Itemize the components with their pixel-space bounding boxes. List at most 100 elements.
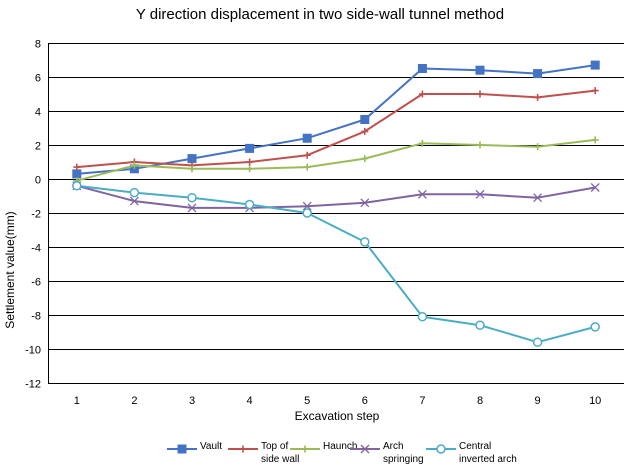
data-point-top-of-side-wall — [476, 90, 484, 98]
x-tick-label: 8 — [477, 395, 483, 407]
y-tick-label: 2 — [35, 141, 41, 153]
series-haunch — [73, 136, 599, 185]
data-point-vault — [360, 115, 370, 124]
data-point-arch-springing — [533, 193, 543, 203]
legend-label: Haunch — [323, 441, 357, 452]
data-point-top-of-side-wall — [591, 87, 599, 95]
data-point-arch-springing — [187, 203, 197, 213]
legend-marker — [360, 444, 370, 454]
y-tick-label: -4 — [31, 243, 41, 255]
data-point-haunch — [361, 155, 369, 163]
data-point-haunch — [188, 165, 196, 173]
data-point-arch-springing — [360, 198, 370, 208]
data-point-vault — [533, 69, 543, 79]
data-point-arch-springing — [129, 196, 139, 206]
series-central-inverted-arch — [72, 181, 600, 347]
y-tick-label: 6 — [35, 73, 41, 85]
legend-item-haunch: Haunch — [290, 441, 357, 453]
data-point-top-of-side-wall — [303, 151, 311, 159]
y-tick-label: -12 — [25, 379, 41, 391]
data-point-vault — [475, 65, 485, 75]
series-vault — [72, 60, 600, 179]
x-tick-labels: 1 2 3 4 5 6 7 8 9 10 — [74, 395, 602, 407]
data-point-vault — [245, 143, 255, 153]
data-point-vault — [187, 154, 197, 164]
data-point-haunch — [476, 141, 484, 149]
x-tick-label: 2 — [131, 395, 137, 407]
y-tick-label: -8 — [31, 311, 41, 323]
data-point-arch-springing — [417, 189, 427, 199]
gridlines — [48, 43, 624, 384]
data-point-central-inverted-arch — [129, 187, 140, 198]
data-point-vault — [302, 133, 312, 143]
y-axis-label: Settlement value(mm) — [3, 211, 17, 328]
legend-label: springing — [383, 454, 424, 465]
x-tick-label: 4 — [247, 395, 253, 407]
x-tick-label: 5 — [304, 395, 310, 407]
y-tick-label: -10 — [25, 345, 41, 357]
data-point-central-inverted-arch — [360, 237, 370, 247]
series-line-central-inverted-arch — [76, 184, 596, 344]
series-line-haunch — [76, 138, 596, 182]
legend-label: inverted arch — [459, 454, 517, 465]
data-point-central-inverted-arch — [532, 337, 543, 347]
data-point-haunch — [130, 161, 138, 169]
data-point-central-inverted-arch — [187, 192, 197, 203]
data-point-haunch — [591, 136, 599, 144]
data-point-central-inverted-arch — [417, 311, 428, 322]
data-point-central-inverted-arch — [590, 322, 600, 332]
data-point-arch-springing — [475, 189, 485, 199]
data-point-central-inverted-arch — [302, 208, 312, 218]
y-tick-label: -2 — [31, 209, 41, 221]
series-line-top-of-side-wall — [76, 89, 596, 169]
y-tick-labels: 8 6 4 2 0 -2 -4 -6 -8 -10 -12 — [25, 39, 41, 391]
data-point-top-of-side-wall — [418, 90, 426, 98]
series-top-of-side-wall — [73, 87, 599, 171]
x-tick-label: 3 — [189, 395, 195, 407]
data-point-arch-springing — [590, 183, 600, 192]
y-tick-label: 8 — [35, 39, 41, 51]
data-point-top-of-side-wall — [246, 158, 254, 166]
data-point-haunch — [246, 165, 254, 173]
legend-item-vault: Vault — [167, 441, 222, 454]
y-tick-label: 4 — [35, 107, 41, 119]
data-point-top-of-side-wall — [73, 163, 81, 171]
data-point-top-of-side-wall — [534, 93, 542, 101]
legend-label: Vault — [200, 441, 222, 452]
legend-marker — [177, 444, 187, 454]
data-point-arch-springing — [302, 201, 312, 211]
x-tick-label: 10 — [589, 395, 601, 407]
data-point-top-of-side-wall — [361, 127, 369, 135]
data-point-central-inverted-arch — [244, 199, 255, 210]
x-tick-label: 9 — [535, 395, 541, 407]
legend-marker — [436, 444, 446, 454]
legend-label: side wall — [261, 454, 299, 465]
y-tick-label: 0 — [35, 175, 41, 187]
legend-item-central-inverted-arch: Central inverted arch — [426, 441, 517, 465]
legend-marker — [239, 445, 247, 453]
legend-label: Arch — [383, 441, 404, 452]
legend: Vault Top of side wall Haunch Arch springingC… — [167, 441, 517, 465]
y-tick-label: -6 — [31, 277, 41, 289]
x-tick-label: 7 — [419, 395, 425, 407]
data-point-haunch — [303, 163, 311, 171]
data-point-haunch — [418, 139, 426, 147]
data-point-central-inverted-arch — [72, 181, 82, 191]
legend-marker — [301, 445, 309, 453]
data-point-vault — [72, 169, 82, 179]
data-point-vault — [590, 60, 600, 70]
legend-item-top-of-side-wall: Top of side wall — [228, 441, 299, 465]
x-axis-label: Excavation step — [295, 409, 380, 423]
legend-label: Top of — [261, 441, 288, 452]
chart-title: Y direction displacement in two side-wal… — [136, 6, 504, 23]
series-line-vault — [76, 64, 596, 175]
data-point-central-inverted-arch — [475, 320, 485, 330]
x-tick-label: 6 — [362, 395, 368, 407]
data-point-haunch — [534, 143, 542, 151]
series-group — [72, 60, 600, 347]
series-line-arch-springing — [76, 184, 596, 209]
data-point-vault — [417, 64, 427, 73]
legend-item-arch-springing: Arch springing — [350, 441, 424, 465]
series-arch-springing — [72, 181, 600, 213]
